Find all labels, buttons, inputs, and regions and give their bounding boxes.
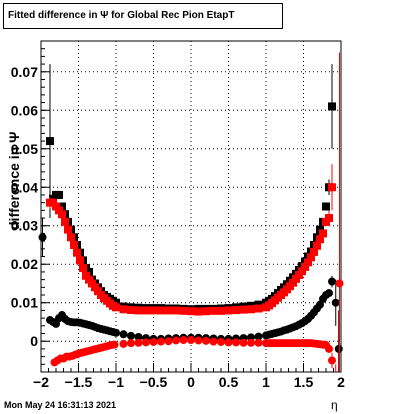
chart-title: Fitted difference in Ψ for Global Rec Pi… [8,10,235,21]
data-point-circle [164,337,173,346]
data-point-circle [38,233,47,242]
y-axis-label: difference in Ψ [6,131,22,230]
x-axis-label: η [331,398,338,412]
data-point-circle [194,336,203,345]
data-point-square [70,240,78,249]
y-tick-label: 0.02 [11,256,38,272]
data-point-square [79,264,87,273]
data-point-square [209,306,218,315]
data-point-circle [119,330,128,339]
data-point-square [187,307,195,316]
data-point-circle [110,340,119,349]
data-point-square [322,202,330,211]
data-point-square [134,306,143,315]
data-point-square [142,306,150,315]
data-point-square [307,253,315,262]
data-point-square [179,306,188,315]
data-point-circle [127,339,135,348]
y-tick-label: 0.01 [11,295,38,311]
x-tick-label: −1.5 [65,374,93,390]
y-tick-label: 0.03 [11,218,38,234]
data-point-square [64,225,72,234]
data-point-square [319,229,327,238]
data-point-square [217,306,225,315]
data-point-circle [254,338,263,347]
data-point-square [310,247,318,256]
data-point-square [194,307,203,316]
data-point-circle [232,338,240,347]
data-point-square [224,306,233,315]
data-point-square [202,307,210,316]
title-box: Fitted difference in Ψ for Global Rec Pi… [3,3,283,29]
data-point-circle [149,337,158,346]
x-tick-label: −2 [33,374,49,390]
data-point-square [325,214,333,223]
data-point-circle [187,336,195,345]
data-point-circle [335,279,344,288]
data-point-square [157,306,165,315]
data-point-square [58,210,66,219]
data-point-circle [157,337,165,346]
data-point-square [55,190,63,199]
data-point-square [304,258,312,267]
x-tick-label: 2 [337,374,345,390]
data-point-circle [224,338,233,347]
data-point-square [301,262,309,271]
data-point-square [298,267,306,276]
x-tick-label: 0 [187,374,195,390]
y-tick-label: 0.06 [11,102,38,118]
data-point-circle [254,332,263,341]
data-point-square [46,137,54,146]
data-point-circle [217,337,225,346]
data-point-circle [134,338,143,347]
data-point-circle [209,337,218,346]
data-point-circle [325,344,333,353]
data-point-square [164,306,173,315]
data-point-circle [172,336,180,345]
data-point-circle [127,331,135,340]
x-tick-label: 0.5 [219,374,239,390]
y-tick-label: 0.07 [11,64,38,80]
data-point-circle [239,338,248,347]
data-point-square [119,305,128,314]
data-point-square [127,306,135,315]
data-point-circle [247,338,255,347]
data-point-square [172,306,180,315]
data-point-circle [112,328,120,337]
y-tick-label: 0 [30,333,38,349]
data-point-circle [134,332,143,341]
data-point-square [328,102,336,111]
data-point-square [313,241,321,250]
data-point-circle [119,339,128,348]
x-tick-label: −0.5 [140,374,168,390]
data-point-square [247,305,255,314]
data-point-circle [142,338,150,347]
data-point-square [254,304,263,313]
data-point-square [76,256,84,265]
data-point-circle [334,344,343,353]
x-tick-label: 1 [262,374,270,390]
y-tick-label: 0.05 [11,141,38,157]
data-point-square [61,217,69,226]
timestamp: Mon May 24 16:31:13 2021 [4,400,117,410]
data-point-square [67,233,75,242]
data-point-circle [331,298,340,307]
data-point-circle [202,336,210,345]
x-tick-label: −1 [108,374,124,390]
data-point-square [149,306,158,315]
data-point-square [239,305,248,314]
data-point-square [328,183,336,192]
data-point-square [316,235,324,244]
data-point-circle [325,289,333,298]
data-point-square [112,303,120,312]
data-point-square [73,248,81,257]
data-point-circle [179,336,188,345]
data-point-circle [328,277,336,286]
y-tick-label: 0.04 [11,179,38,195]
data-point-square [232,306,240,315]
x-tick-label: 1.5 [294,374,314,390]
data-point-circle [328,356,336,365]
